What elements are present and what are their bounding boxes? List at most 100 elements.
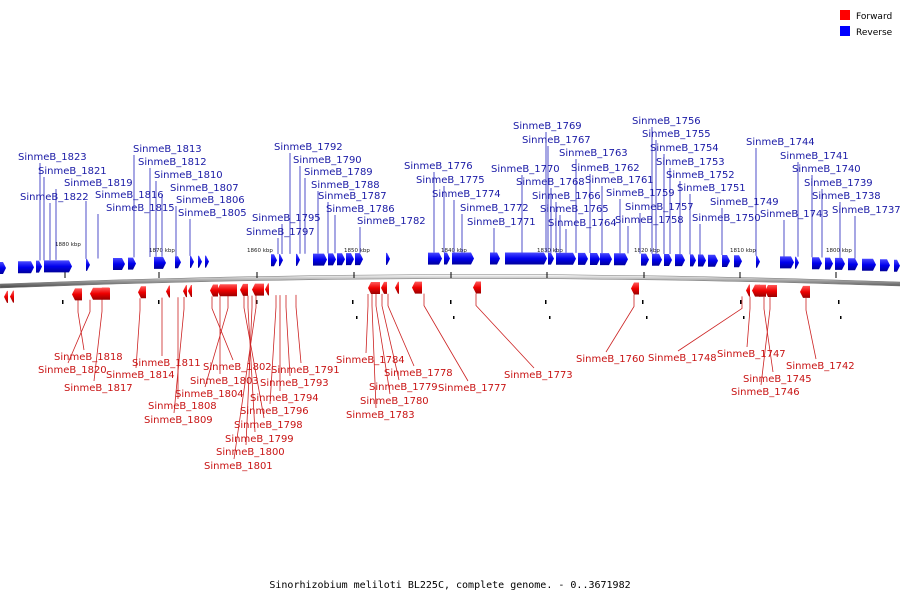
reverse-gene-arrow xyxy=(0,262,6,274)
reverse-gene-label: SinmeB_1767 xyxy=(522,135,591,146)
reverse-gene-arrow xyxy=(86,258,90,271)
forward-gene-label: SinmeB_1811 xyxy=(132,358,201,369)
minor-mark xyxy=(642,300,644,304)
forward-gene-label: SinmeB_1793 xyxy=(260,378,329,389)
reverse-gene-label: SinmeB_1823 xyxy=(18,152,87,163)
forward-gene-label: SinmeB_1794 xyxy=(250,393,319,404)
reverse-gene-arrow xyxy=(722,255,730,268)
forward-gene-arrow xyxy=(240,283,248,296)
forward-leader-line xyxy=(365,293,369,354)
reverse-gene-arrow xyxy=(698,254,706,267)
reverse-gene-arrow xyxy=(894,259,900,272)
reverse-gene-arrow xyxy=(708,254,718,267)
reverse-gene-arrow xyxy=(337,253,345,266)
scale-tick-label: 1810 kbp xyxy=(730,248,756,254)
forward-leader-line xyxy=(211,296,234,361)
forward-gene-arrow xyxy=(138,286,146,299)
reverse-gene-label: SinmeB_1750 xyxy=(692,213,761,224)
reverse-gene-label: SinmeB_1787 xyxy=(318,191,387,202)
forward-leader-line xyxy=(67,299,91,364)
reverse-gene-arrow xyxy=(128,257,136,270)
reverse-gene-arrow xyxy=(578,252,588,265)
reverse-gene-arrow xyxy=(614,253,628,266)
forward-leader-line xyxy=(371,293,377,409)
forward-gene-label: SinmeB_1777 xyxy=(438,383,507,394)
minor-mark xyxy=(158,300,160,304)
reverse-gene-label: SinmeB_1768 xyxy=(516,177,585,188)
reverse-gene-arrow xyxy=(279,254,283,267)
minor-mark xyxy=(62,300,64,304)
reverse-gene-label: SinmeB_1788 xyxy=(311,180,380,191)
reverse-gene-arrow xyxy=(734,255,742,268)
reverse-gene-label: SinmeB_1756 xyxy=(632,116,701,127)
reverse-gene-label: SinmeB_1795 xyxy=(252,213,321,224)
reverse-gene-arrow xyxy=(444,252,450,265)
reverse-gene-label: SinmeB_1763 xyxy=(559,148,628,159)
forward-gene-label: SinmeB_1796 xyxy=(240,406,309,417)
scale-tick-label: 1830 kbp xyxy=(537,248,563,254)
reverse-gene-label: SinmeB_1776 xyxy=(404,161,473,172)
reverse-gene-label: SinmeB_1744 xyxy=(746,137,815,148)
forward-gene-label: SinmeB_1747 xyxy=(717,349,786,360)
forward-gene-label: SinmeB_1801 xyxy=(204,461,273,472)
forward-leader-line xyxy=(77,300,85,351)
forward-gene-label: SinmeB_1783 xyxy=(346,410,415,421)
forward-gene-arrow xyxy=(368,281,380,294)
reverse-gene-label: SinmeB_1816 xyxy=(95,190,164,201)
reverse-gene-arrow xyxy=(154,256,166,269)
reverse-gene-arrow xyxy=(198,255,202,268)
forward-gene-arrow xyxy=(72,288,82,301)
reverse-gene-arrow xyxy=(590,253,600,266)
forward-gene-label: SinmeB_1780 xyxy=(360,396,429,407)
forward-gene-label: SinmeB_1818 xyxy=(54,352,123,363)
minor-mark xyxy=(356,316,358,319)
forward-gene-arrow xyxy=(217,284,237,297)
reverse-gene-label: SinmeB_1770 xyxy=(491,164,560,175)
minor-mark xyxy=(352,300,354,304)
forward-gene-arrow xyxy=(188,284,192,297)
forward-gene-label: SinmeB_1803 xyxy=(190,376,259,387)
forward-gene-arrow xyxy=(4,290,8,303)
legend-reverse-swatch xyxy=(840,26,850,36)
reverse-gene-label: SinmeB_1758 xyxy=(615,215,684,226)
reverse-gene-label: SinmeB_1771 xyxy=(467,217,536,228)
reverse-gene-label: SinmeB_1762 xyxy=(571,163,640,174)
reverse-gene-label: SinmeB_1738 xyxy=(812,191,881,202)
reverse-gene-arrow xyxy=(675,254,685,267)
forward-gene-label: SinmeB_1798 xyxy=(234,420,303,431)
reverse-gene-arrow xyxy=(664,253,672,266)
forward-gene-label: SinmeB_1820 xyxy=(38,365,107,376)
reverse-gene-arrow xyxy=(880,259,890,272)
minor-mark xyxy=(838,300,840,304)
reverse-gene-arrow xyxy=(505,252,547,265)
forward-gene-arrow xyxy=(395,281,399,294)
reverse-gene-arrow xyxy=(328,253,336,266)
forward-gene-label: SinmeB_1748 xyxy=(648,353,717,364)
forward-leader-line xyxy=(135,298,141,369)
minor-mark xyxy=(740,300,742,304)
forward-gene-arrow xyxy=(473,281,481,294)
reverse-gene-arrow xyxy=(600,253,612,266)
reverse-gene-label: SinmeB_1786 xyxy=(326,204,395,215)
reverse-gene-arrow xyxy=(452,252,474,265)
reverse-gene-label: SinmeB_1737 xyxy=(832,205,900,216)
scale-tick-label: 1800 kbp xyxy=(826,248,852,254)
leader-lines xyxy=(39,127,856,460)
minor-mark xyxy=(453,316,455,319)
forward-leader-line xyxy=(375,293,391,395)
reverse-gene-label: SinmeB_1821 xyxy=(38,166,107,177)
forward-gene-label: SinmeB_1799 xyxy=(225,434,294,445)
reverse-gene-label: SinmeB_1759 xyxy=(606,188,675,199)
forward-leader-line xyxy=(763,296,774,373)
forward-leader-line xyxy=(387,293,415,367)
reverse-gene-arrow xyxy=(18,261,34,274)
forward-gene-arrow xyxy=(765,284,777,297)
forward-gene-arrow xyxy=(99,287,109,300)
reverse-gene-arrow xyxy=(428,252,442,265)
reverse-gene-arrow xyxy=(113,258,125,271)
reverse-gene-label: SinmeB_1775 xyxy=(416,175,485,186)
reverse-gene-arrow xyxy=(205,255,209,268)
reverse-gene-arrow xyxy=(825,257,833,270)
reverse-gene-label: SinmeB_1822 xyxy=(20,192,89,203)
reverse-gene-arrow xyxy=(175,256,181,269)
